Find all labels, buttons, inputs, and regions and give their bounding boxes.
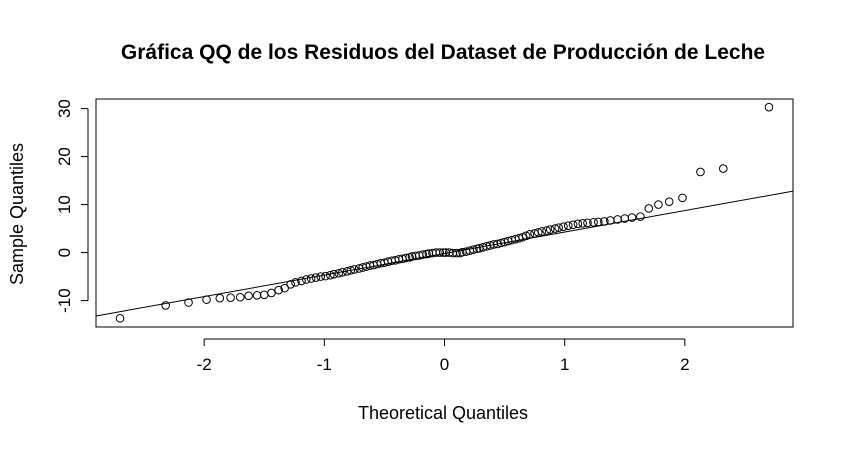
data-point — [578, 219, 587, 228]
chart-title: Gráfica QQ de los Residuos del Dataset d… — [121, 41, 765, 64]
data-point — [521, 231, 531, 241]
data-point — [583, 218, 592, 228]
data-point — [252, 291, 262, 300]
data-point — [418, 250, 428, 259]
data-point — [573, 219, 583, 229]
reference-line-group — [95, 190, 794, 317]
data-point — [115, 314, 125, 323]
y-tick-label: -10 — [55, 288, 74, 313]
data-point — [469, 245, 478, 255]
y-axis: -10 0 10 20 30 — [55, 99, 89, 313]
data-point — [334, 268, 344, 278]
data-point — [563, 221, 573, 231]
plot-frame — [95, 98, 794, 328]
data-point — [329, 269, 339, 279]
data-point — [316, 272, 326, 281]
y-axis-label: Sample Quantiles — [7, 143, 27, 285]
x-tick-label: 2 — [680, 355, 689, 374]
data-point — [297, 276, 306, 286]
data-point — [259, 290, 269, 300]
x-tick-label: 1 — [560, 355, 569, 374]
data-point — [291, 278, 300, 287]
data-point — [184, 298, 193, 307]
data-point — [274, 285, 283, 295]
data-point — [696, 167, 705, 177]
data-point — [161, 301, 170, 310]
data-point — [401, 253, 411, 263]
x-axis: -2 -1 0 1 2 — [197, 338, 690, 374]
data-point — [545, 225, 555, 234]
data-point — [452, 248, 461, 258]
data-point — [326, 270, 335, 280]
data-point — [678, 193, 687, 203]
data-point — [280, 283, 289, 293]
data-point — [286, 279, 295, 289]
x-tick-label: 0 — [440, 355, 449, 374]
data-point — [338, 267, 347, 277]
y-tick-label: 20 — [55, 147, 74, 166]
data-point — [764, 102, 774, 112]
data-point — [664, 197, 674, 207]
data-point — [321, 271, 330, 281]
data-point — [267, 288, 276, 298]
x-tick-label: -2 — [197, 355, 212, 374]
data-point — [600, 217, 609, 226]
x-tick-label: -1 — [317, 355, 332, 374]
data-point — [235, 292, 245, 302]
data-point — [589, 218, 598, 227]
data-point — [594, 217, 603, 227]
data-point — [215, 293, 225, 303]
data-point — [719, 164, 728, 173]
data-point — [435, 248, 444, 257]
data-point — [226, 293, 235, 303]
data-point — [518, 232, 527, 242]
data-point — [568, 220, 578, 230]
data-point — [627, 213, 637, 222]
data-point — [636, 212, 645, 221]
x-axis-label: Theoretical Quantiles — [358, 403, 528, 423]
data-point — [550, 224, 560, 233]
qq-reference-line — [95, 190, 794, 317]
data-point — [302, 275, 311, 284]
data-point — [644, 204, 654, 213]
data-point — [202, 295, 211, 304]
data-point — [533, 228, 543, 237]
data-point — [525, 230, 535, 239]
y-tick-label: 10 — [55, 195, 74, 214]
data-point — [438, 248, 448, 257]
data-point — [559, 222, 568, 231]
data-point — [311, 273, 321, 282]
data-point — [306, 274, 316, 283]
data-point — [654, 200, 663, 209]
data-point — [350, 265, 359, 274]
data-points — [115, 102, 774, 323]
data-point — [554, 223, 563, 232]
y-tick-label: 30 — [55, 99, 74, 118]
data-point — [346, 266, 356, 275]
data-point — [537, 227, 547, 236]
data-point — [542, 226, 551, 235]
y-tick-label: 0 — [55, 248, 74, 257]
data-point — [244, 291, 253, 301]
